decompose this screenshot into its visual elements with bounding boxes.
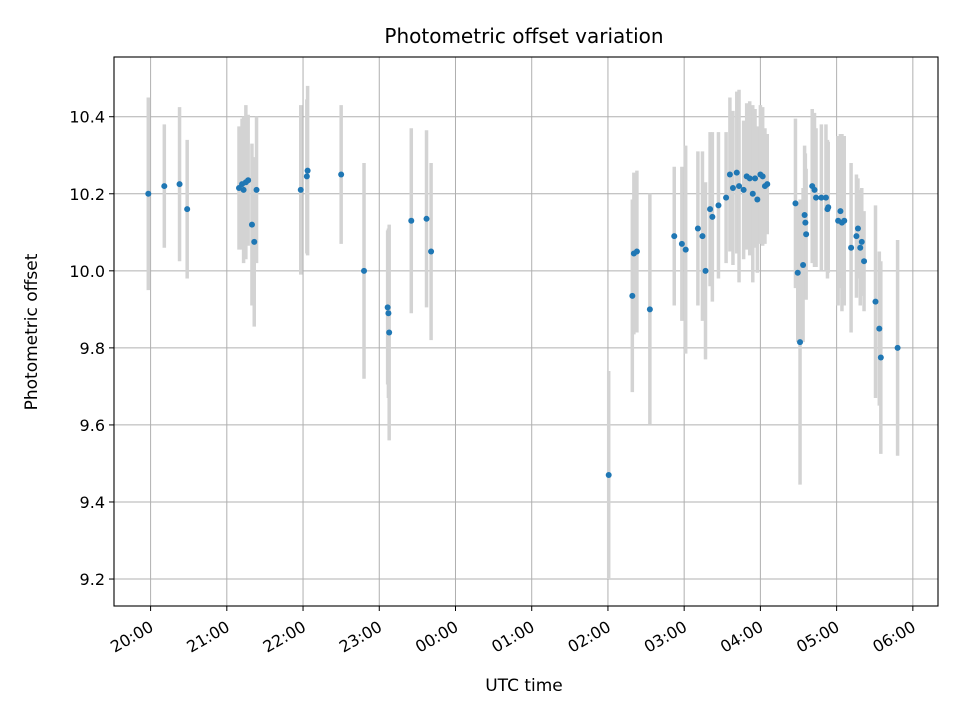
- y-tick-label: 9.8: [80, 339, 105, 358]
- data-point: [678, 240, 685, 247]
- data-point: [646, 306, 653, 313]
- data-point: [811, 186, 818, 193]
- data-point: [605, 472, 612, 479]
- data-point: [861, 258, 868, 265]
- data-point: [797, 339, 804, 346]
- x-tick-label: 02:00: [565, 617, 614, 657]
- x-tick-label: 23:00: [336, 617, 385, 657]
- data-point: [729, 184, 736, 191]
- data-point: [825, 204, 832, 211]
- data-point: [759, 173, 766, 180]
- data-point: [240, 186, 247, 193]
- data-point: [304, 167, 311, 174]
- data-point: [794, 269, 801, 276]
- data-point: [629, 292, 636, 299]
- data-point: [818, 194, 825, 201]
- data-point: [176, 181, 183, 188]
- data-point: [802, 219, 809, 226]
- data-point: [848, 244, 855, 251]
- data-point: [184, 206, 191, 213]
- data-point: [749, 190, 756, 197]
- data-point: [764, 181, 771, 188]
- data-point: [740, 186, 747, 193]
- data-point: [746, 175, 753, 182]
- data-point: [801, 211, 808, 218]
- y-axis-ticks: 9.2 9.4 9.6 9.8 10.0 10.2 10.4: [69, 108, 114, 589]
- data-point: [361, 267, 368, 274]
- data-point: [813, 194, 820, 201]
- y-tick-label: 10.4: [69, 108, 105, 127]
- data-point: [384, 304, 391, 311]
- plot-frame: [113, 56, 939, 607]
- x-axis-title: UTC time: [485, 676, 563, 696]
- data-point: [709, 213, 716, 220]
- y-tick-label: 9.4: [80, 493, 105, 512]
- data-point: [800, 262, 807, 269]
- y-tick-label: 10.2: [69, 185, 105, 204]
- data-point: [854, 225, 861, 232]
- data-point: [792, 200, 799, 207]
- data-point: [837, 208, 844, 215]
- x-axis-ticks: 20:00 21:00 22:00 23:00 00:00 01:00 02:00 03:00…: [107, 606, 919, 657]
- data-point: [297, 186, 304, 193]
- chart-title: Photometric offset variation: [384, 24, 663, 48]
- data-point: [633, 248, 640, 255]
- data-point: [877, 354, 884, 361]
- data-point: [857, 244, 864, 251]
- data-points: [145, 167, 901, 479]
- data-point: [726, 171, 733, 178]
- data-point: [707, 206, 714, 213]
- data-point: [245, 177, 252, 184]
- x-tick-label: 03:00: [641, 617, 690, 657]
- x-tick-label: 05:00: [793, 617, 842, 657]
- data-point: [736, 183, 743, 190]
- data-point: [303, 173, 310, 180]
- data-point: [841, 217, 848, 224]
- data-point: [694, 225, 701, 232]
- data-point: [671, 233, 678, 240]
- x-tick-label: 21:00: [183, 617, 232, 657]
- data-point: [385, 310, 392, 317]
- data-point: [423, 215, 430, 222]
- y-axis-title: Photometric offset: [22, 253, 42, 410]
- y-tick-label: 10.0: [69, 262, 105, 281]
- data-point: [251, 238, 258, 245]
- x-tick-label: 06:00: [869, 617, 918, 657]
- x-tick-label: 00:00: [412, 617, 461, 657]
- data-point: [248, 221, 255, 228]
- data-point: [853, 233, 860, 240]
- data-point: [822, 194, 829, 201]
- data-point: [253, 186, 260, 193]
- data-point: [682, 246, 689, 253]
- data-point: [386, 329, 393, 336]
- data-point: [699, 233, 706, 240]
- data-point: [428, 248, 435, 255]
- data-point: [876, 325, 883, 332]
- data-point: [145, 190, 152, 197]
- data-point: [161, 183, 168, 190]
- data-point: [872, 298, 879, 305]
- data-point: [858, 238, 865, 245]
- data-point: [408, 217, 415, 224]
- x-tick-label: 22:00: [260, 617, 309, 657]
- data-point: [715, 202, 722, 209]
- data-point: [803, 231, 810, 238]
- data-point: [723, 194, 730, 201]
- data-point: [894, 344, 901, 351]
- data-point: [338, 171, 345, 178]
- x-tick-label: 20:00: [107, 617, 156, 657]
- data-point: [754, 196, 761, 203]
- y-tick-label: 9.6: [80, 416, 105, 435]
- data-point: [702, 267, 709, 274]
- error-bars: [146, 85, 900, 580]
- x-tick-label: 01:00: [488, 617, 537, 657]
- y-tick-label: 9.2: [80, 570, 105, 589]
- data-point: [752, 175, 759, 182]
- x-tick-label: 04:00: [717, 617, 766, 657]
- data-point: [733, 169, 740, 176]
